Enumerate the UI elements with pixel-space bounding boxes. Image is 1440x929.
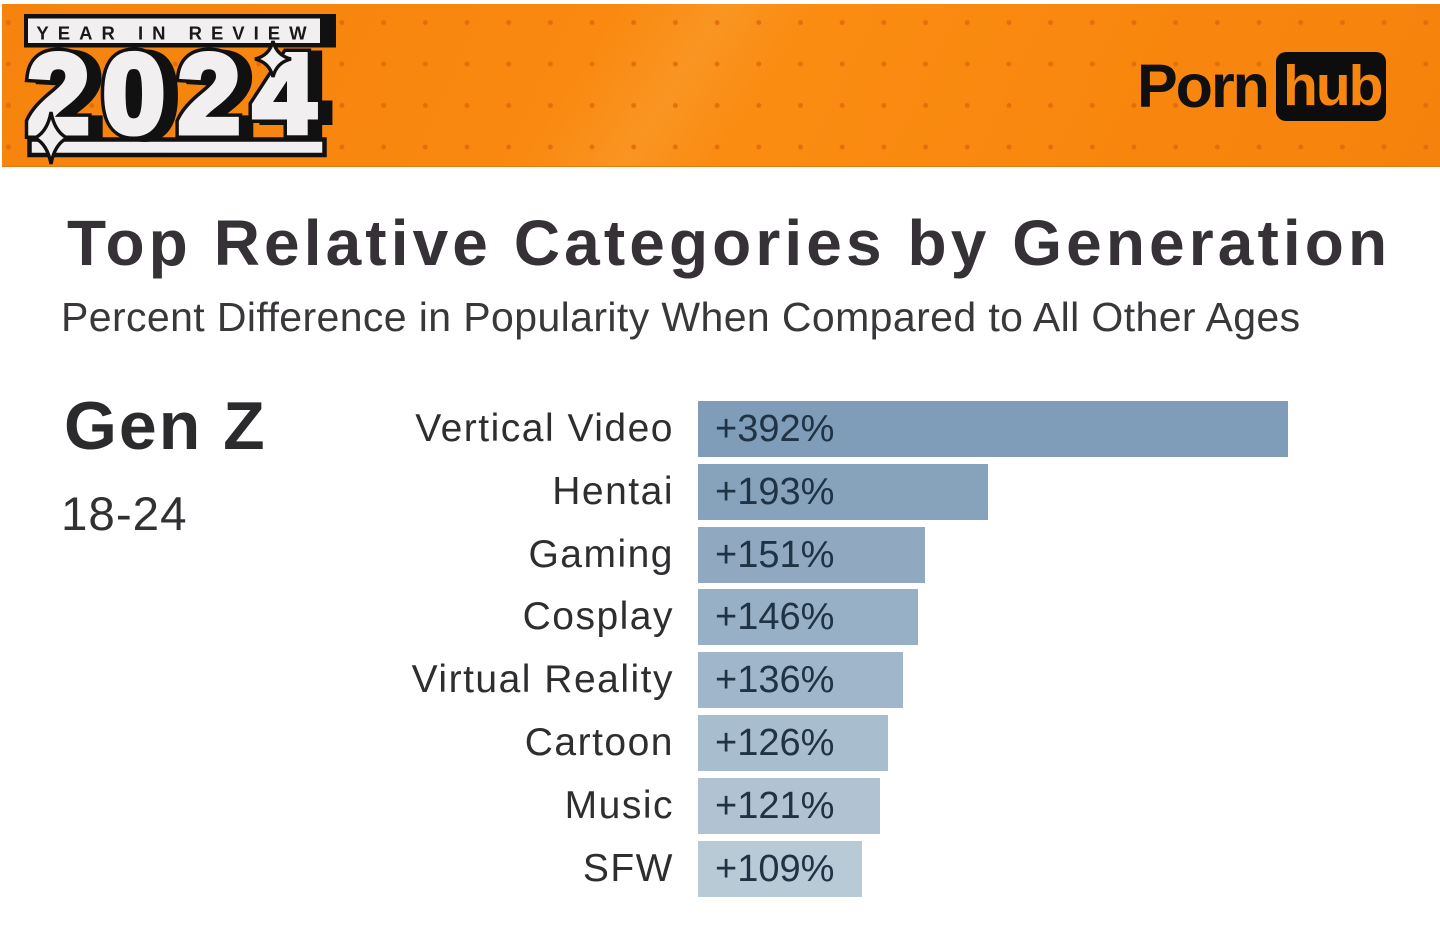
svg-text:2024: 2024: [27, 32, 328, 157]
svg-text:2024: 2024: [38, 34, 339, 159]
svg-text:YEAR IN REVIEW: YEAR IN REVIEW: [36, 23, 315, 44]
